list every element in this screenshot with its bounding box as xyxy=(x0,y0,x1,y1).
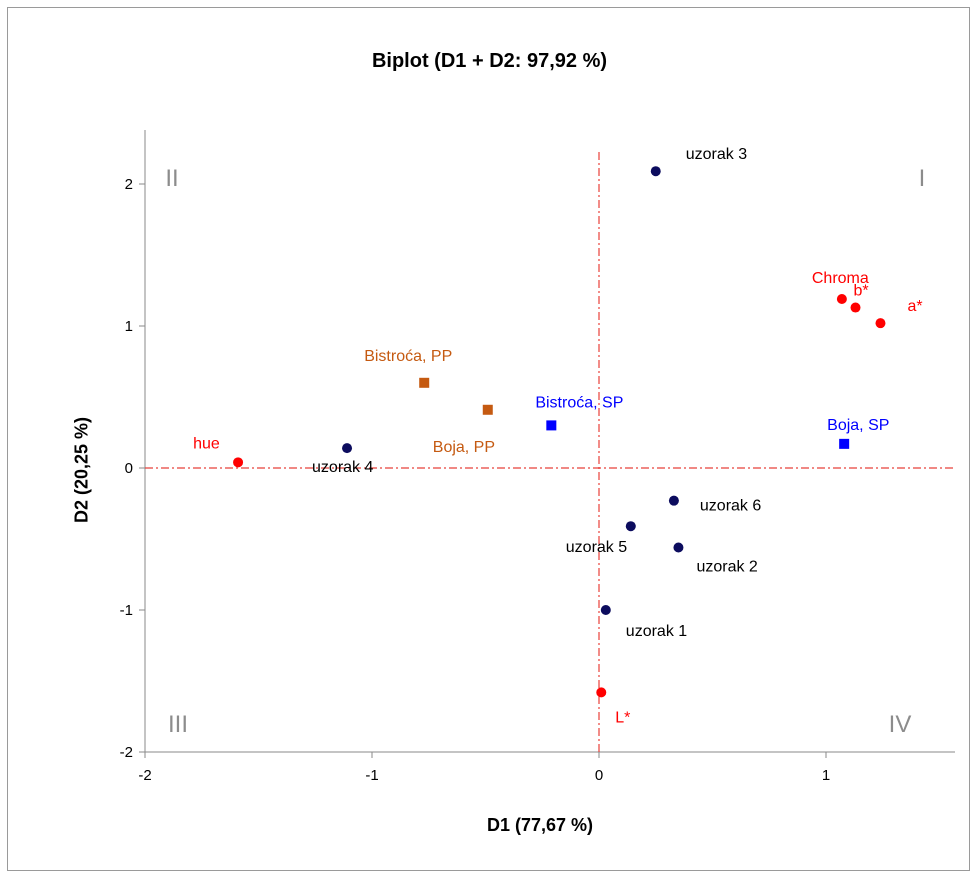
y-tick-label: 2 xyxy=(125,176,133,193)
point-marker xyxy=(668,495,679,506)
chart-title: Biplot (D1 + D2: 97,92 %) xyxy=(371,50,608,72)
y-tick-label: -1 xyxy=(120,602,133,619)
point-label: L* xyxy=(615,709,630,726)
x-tick-label: 0 xyxy=(595,767,603,784)
square-marker xyxy=(546,420,557,431)
chart-frame xyxy=(7,7,970,871)
point-label: Bistroća, PP xyxy=(364,348,452,365)
point-marker xyxy=(673,542,684,553)
point-label: hue xyxy=(193,435,220,452)
quadrant-label: IV xyxy=(889,711,912,738)
x-tick-label: -2 xyxy=(138,767,151,784)
square-marker xyxy=(419,377,430,388)
point-label: uzorak 3 xyxy=(686,146,747,163)
quadrant-label: II xyxy=(165,165,178,192)
point-label: Boja, PP xyxy=(433,439,495,456)
point-label: uzorak 4 xyxy=(312,459,373,476)
x-tick-label: -1 xyxy=(365,767,378,784)
point-label: uzorak 5 xyxy=(566,539,627,556)
point-label: Boja, SP xyxy=(827,417,889,434)
point-label: uzorak 2 xyxy=(696,559,757,576)
x-tick-label: 1 xyxy=(822,767,830,784)
y-tick-label: -2 xyxy=(120,744,133,761)
y-axis-label: D2 (20,25 %) xyxy=(71,416,92,524)
point-marker xyxy=(875,318,886,329)
point-label: uzorak 1 xyxy=(626,623,687,640)
point-label: a* xyxy=(907,298,922,315)
point-marker xyxy=(342,443,353,454)
point-marker xyxy=(836,294,847,305)
y-tick-label: 1 xyxy=(125,318,133,335)
point-label: uzorak 6 xyxy=(700,498,761,515)
point-marker xyxy=(600,605,611,615)
square-marker xyxy=(839,438,850,449)
point-label: b* xyxy=(854,283,869,300)
point-label: Chroma xyxy=(812,270,869,287)
point-marker xyxy=(650,166,661,177)
x-axis-label: D1 (77,67 %) xyxy=(486,815,594,835)
y-tick-label: 0 xyxy=(125,460,133,477)
point-marker xyxy=(850,302,861,313)
point-marker xyxy=(625,521,636,532)
quadrant-label: I xyxy=(919,165,926,192)
point-label: Bistroća, SP xyxy=(535,394,623,411)
point-marker xyxy=(233,457,244,468)
square-marker xyxy=(482,404,493,415)
point-marker xyxy=(596,687,607,698)
quadrant-label: III xyxy=(168,711,188,738)
